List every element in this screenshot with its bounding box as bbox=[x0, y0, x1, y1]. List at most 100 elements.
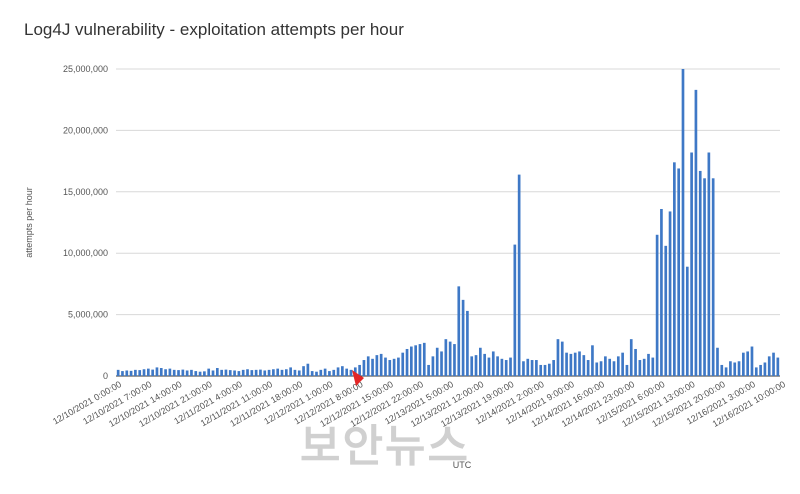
bar bbox=[315, 371, 318, 376]
bar bbox=[246, 369, 249, 376]
bar bbox=[164, 369, 167, 376]
bar bbox=[345, 368, 349, 376]
bar bbox=[500, 358, 504, 376]
bar bbox=[517, 174, 521, 376]
bar bbox=[685, 266, 689, 376]
bar bbox=[569, 353, 573, 376]
bar bbox=[638, 360, 642, 376]
y-tick-label: 20,000,000 bbox=[63, 125, 108, 135]
bar bbox=[664, 245, 668, 376]
bar bbox=[491, 351, 495, 376]
bar bbox=[116, 369, 120, 376]
bar bbox=[586, 360, 590, 376]
bar bbox=[625, 364, 629, 376]
bar bbox=[457, 286, 461, 376]
y-tick-label: 0 bbox=[103, 371, 108, 381]
bar bbox=[220, 369, 223, 376]
bar bbox=[591, 345, 594, 376]
bar bbox=[547, 363, 551, 376]
bar bbox=[526, 358, 530, 376]
bar bbox=[470, 356, 474, 376]
bar bbox=[509, 357, 512, 376]
bar bbox=[263, 370, 267, 376]
bar bbox=[134, 369, 137, 376]
y-tick-label: 15,000,000 bbox=[63, 187, 108, 197]
bar bbox=[259, 369, 262, 376]
bar bbox=[776, 357, 780, 376]
bar bbox=[297, 370, 301, 376]
bar bbox=[384, 357, 387, 376]
bar bbox=[121, 371, 124, 376]
bar bbox=[211, 370, 215, 376]
bar bbox=[129, 370, 133, 376]
bar bbox=[621, 352, 624, 376]
bar bbox=[737, 361, 741, 376]
bar bbox=[125, 370, 129, 376]
bar bbox=[414, 345, 417, 376]
bar bbox=[194, 371, 198, 376]
bar bbox=[392, 358, 396, 376]
bar bbox=[530, 360, 534, 376]
bar bbox=[276, 368, 280, 376]
bar bbox=[233, 370, 236, 376]
bar bbox=[513, 244, 517, 376]
bar bbox=[250, 370, 254, 376]
bar bbox=[616, 356, 620, 376]
bar bbox=[733, 362, 737, 376]
bar bbox=[254, 369, 258, 376]
bar bbox=[319, 369, 323, 376]
bar bbox=[440, 351, 443, 376]
bar bbox=[720, 364, 724, 376]
bar bbox=[716, 347, 719, 376]
bar bbox=[629, 339, 633, 376]
bar bbox=[172, 369, 176, 376]
bar bbox=[522, 361, 525, 376]
bar bbox=[746, 351, 749, 376]
bar bbox=[707, 152, 711, 376]
bar bbox=[474, 355, 478, 376]
bar bbox=[595, 362, 599, 376]
bar bbox=[203, 371, 206, 376]
bar bbox=[742, 352, 745, 376]
bar bbox=[289, 367, 292, 376]
bar bbox=[362, 360, 366, 376]
bar bbox=[604, 356, 607, 376]
bar bbox=[461, 299, 465, 376]
bar bbox=[668, 211, 672, 376]
bar bbox=[185, 370, 189, 376]
bar bbox=[677, 168, 681, 376]
bar bbox=[642, 358, 646, 376]
bar bbox=[302, 366, 305, 376]
bar bbox=[228, 370, 232, 376]
bar bbox=[349, 369, 353, 376]
bar bbox=[535, 360, 538, 376]
bar bbox=[224, 369, 228, 376]
chart-title: Log4J vulnerability - exploitation attem… bbox=[24, 20, 404, 39]
bar bbox=[651, 357, 655, 376]
bar bbox=[422, 342, 426, 376]
bar bbox=[573, 352, 577, 376]
bar bbox=[655, 234, 659, 376]
bar bbox=[466, 310, 469, 376]
bar bbox=[703, 178, 706, 376]
bar bbox=[681, 69, 685, 376]
watermark-logo: 보안뉴스 bbox=[300, 421, 470, 472]
bar bbox=[483, 353, 486, 376]
bar bbox=[159, 368, 163, 376]
bar bbox=[138, 370, 142, 376]
bar bbox=[405, 348, 409, 376]
bar bbox=[612, 361, 616, 376]
bar bbox=[168, 368, 172, 376]
bar bbox=[328, 371, 331, 376]
bar bbox=[763, 362, 767, 376]
bar bbox=[155, 367, 159, 376]
bar bbox=[280, 369, 284, 376]
bar bbox=[694, 89, 698, 376]
bar bbox=[241, 369, 245, 376]
bar bbox=[582, 355, 586, 376]
bar bbox=[552, 360, 555, 376]
bar bbox=[690, 152, 693, 376]
bar bbox=[237, 371, 241, 376]
bar bbox=[353, 367, 357, 376]
bar bbox=[543, 364, 547, 376]
